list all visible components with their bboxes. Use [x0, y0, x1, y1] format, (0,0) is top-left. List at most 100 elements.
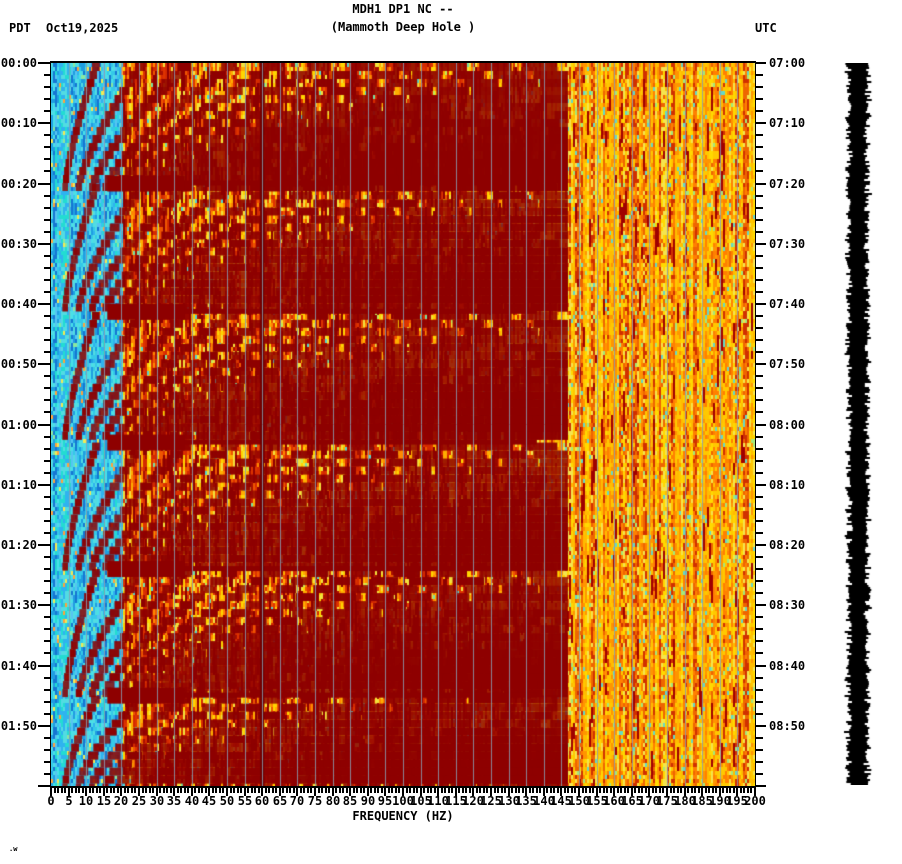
left-axis-label: 01:10	[0, 478, 37, 492]
tick-mark	[490, 786, 492, 796]
tick-mark	[755, 399, 763, 401]
tick-mark	[740, 786, 742, 793]
tick-mark	[755, 460, 763, 462]
tick-mark	[296, 786, 298, 796]
tick-mark	[472, 786, 474, 796]
tick-mark	[314, 786, 316, 796]
x-axis-label: 0	[47, 794, 55, 808]
tick-mark	[441, 786, 443, 793]
tick-mark	[694, 786, 696, 793]
tick-mark	[237, 786, 239, 793]
tick-mark	[462, 786, 464, 793]
tick-mark	[458, 786, 460, 793]
tick-mark	[574, 786, 576, 793]
tick-mark	[755, 472, 763, 474]
tick-mark	[381, 786, 383, 793]
x-axis-label: 185	[691, 794, 713, 808]
tick-mark	[258, 786, 260, 793]
tick-mark	[755, 689, 763, 691]
tick-mark	[177, 786, 179, 793]
tick-mark	[610, 786, 612, 793]
tick-mark	[303, 786, 305, 793]
tick-mark	[680, 786, 682, 793]
tick-mark	[377, 786, 379, 793]
tick-mark	[310, 786, 312, 793]
tick-mark	[194, 786, 196, 793]
tick-mark	[159, 786, 161, 793]
tick-mark	[755, 701, 763, 703]
tick-mark	[736, 786, 738, 796]
tick-mark	[44, 701, 51, 703]
tick-mark	[254, 786, 256, 793]
left-axis-label: 00:00	[0, 56, 37, 70]
tick-mark	[212, 786, 214, 793]
tick-mark	[75, 786, 77, 793]
right-axis-label: 07:00	[769, 56, 806, 70]
tick-mark	[106, 786, 108, 793]
tick-mark	[374, 786, 376, 793]
tick-mark	[286, 786, 288, 793]
tick-mark	[755, 604, 766, 606]
tick-mark	[251, 786, 253, 793]
tick-mark	[71, 786, 73, 793]
tick-mark	[44, 773, 51, 775]
tick-mark	[166, 786, 168, 793]
tick-mark	[755, 749, 763, 751]
x-axis-label: 50	[219, 794, 235, 808]
tick-mark	[44, 568, 51, 570]
right-axis-label: 08:40	[769, 659, 806, 673]
tick-mark	[755, 677, 763, 679]
tick-mark	[430, 786, 432, 793]
x-axis-label: 45	[201, 794, 217, 808]
tick-mark	[173, 786, 175, 796]
tick-mark	[44, 170, 51, 172]
x-axis-label: 90	[360, 794, 376, 808]
tick-mark	[142, 786, 144, 793]
tick-mark	[244, 786, 246, 796]
tick-mark	[755, 375, 763, 377]
tick-mark	[124, 786, 126, 793]
tick-mark	[755, 170, 763, 172]
tick-mark	[755, 279, 763, 281]
tick-mark	[367, 786, 369, 796]
tick-mark	[398, 786, 400, 793]
x-axis-title: FREQUENCY (HZ)	[352, 809, 454, 823]
tick-mark	[755, 267, 763, 269]
tick-mark	[755, 207, 763, 209]
right-axis-label: 08:50	[769, 719, 806, 733]
tick-mark	[755, 134, 763, 136]
tick-mark	[596, 786, 598, 796]
x-axis-label: 15	[96, 794, 112, 808]
tick-mark	[652, 786, 654, 793]
tick-mark	[532, 786, 534, 793]
tick-mark	[279, 786, 281, 796]
tick-mark	[38, 785, 51, 787]
tick-mark	[755, 219, 763, 221]
tick-mark	[755, 544, 766, 546]
tick-mark	[755, 424, 766, 426]
tick-mark	[38, 725, 51, 727]
left-axis-label: 00:30	[0, 237, 37, 251]
left-axis-label: 01:00	[0, 418, 37, 432]
x-axis-label: 170	[638, 794, 660, 808]
tick-mark	[120, 786, 122, 796]
tick-mark	[511, 786, 513, 793]
tick-mark	[152, 786, 154, 793]
tick-mark	[529, 786, 531, 793]
x-axis-label: 75	[307, 794, 323, 808]
x-axis-label: 10	[78, 794, 94, 808]
tick-mark	[553, 786, 555, 793]
x-axis-label: 25	[131, 794, 147, 808]
tick-mark	[585, 786, 587, 793]
tick-mark	[564, 786, 566, 793]
tick-mark	[138, 786, 140, 796]
tick-mark	[353, 786, 355, 793]
tick-mark	[578, 786, 580, 796]
right-axis-label: 07:10	[769, 116, 806, 130]
tick-mark	[44, 532, 51, 534]
tick-mark	[755, 725, 766, 727]
tick-mark	[589, 786, 591, 793]
tick-mark	[44, 339, 51, 341]
tick-mark	[755, 532, 763, 534]
tick-mark	[755, 652, 763, 654]
